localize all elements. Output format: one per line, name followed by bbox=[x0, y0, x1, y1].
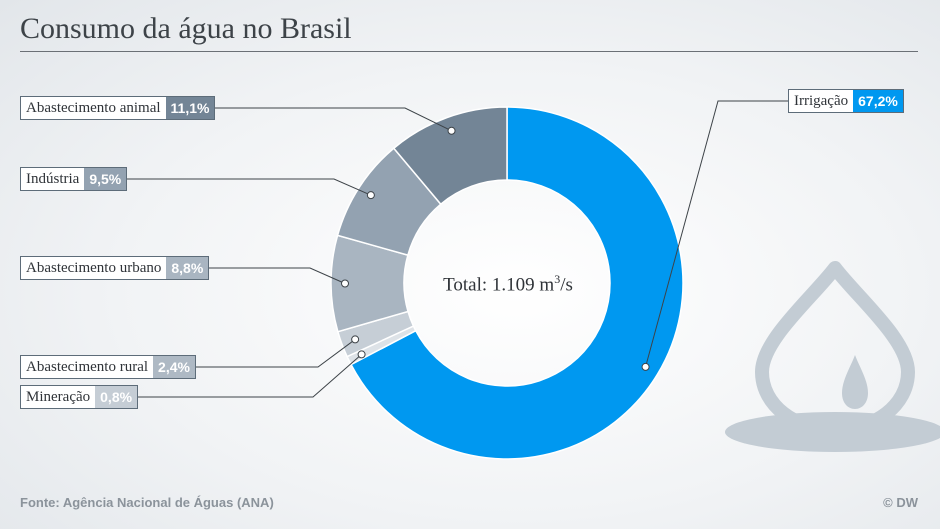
leader-dot-5 bbox=[447, 126, 456, 135]
credit-label: © DW bbox=[883, 495, 918, 510]
callout-label: Irrigação bbox=[794, 93, 849, 109]
callout-label: Abastecimento rural bbox=[26, 359, 149, 375]
leader-dot-2 bbox=[351, 335, 360, 344]
total-text: Total: 1.109 m bbox=[443, 274, 555, 296]
callout-label: Abastecimento urbano bbox=[26, 260, 162, 276]
leader-line-1 bbox=[138, 354, 362, 398]
callout-label: Indústria bbox=[26, 171, 80, 187]
callout-3: Abastecimento urbano 8,8% bbox=[20, 256, 210, 280]
title-divider bbox=[20, 51, 918, 52]
slice-5 bbox=[392, 106, 508, 206]
leader-dot-3 bbox=[341, 279, 350, 288]
callout-label: Mineração bbox=[26, 389, 91, 405]
callout-value: 67,2% bbox=[853, 90, 903, 112]
callout-label: Abastecimento animal bbox=[26, 100, 161, 116]
callout-1: Mineração 0,8% bbox=[20, 385, 139, 409]
callout-value: 0,8% bbox=[95, 386, 138, 408]
leader-line-0 bbox=[645, 100, 788, 368]
leader-line-5 bbox=[215, 107, 452, 132]
chart-title: Consumo da água no Brasil bbox=[20, 12, 352, 45]
leader-line-2 bbox=[196, 339, 356, 368]
leader-line-3 bbox=[209, 267, 346, 284]
callout-2: Abastecimento rural 2,4% bbox=[20, 355, 196, 379]
callout-value: 8,8% bbox=[166, 257, 209, 279]
callout-0: Irrigação 67,2% bbox=[788, 89, 904, 113]
source-note: Fonte: Agência Nacional de Águas (ANA) bbox=[20, 495, 274, 510]
slice-0 bbox=[350, 106, 684, 460]
total-label: Total: 1.109 m3/s bbox=[420, 272, 596, 296]
leader-dot-1 bbox=[357, 350, 366, 359]
total-exponent: 3 bbox=[554, 272, 561, 286]
leader-dot-4 bbox=[366, 191, 375, 200]
callout-5: Abastecimento animal 11,1% bbox=[20, 96, 216, 120]
water-drop-icon bbox=[725, 261, 940, 452]
leader-line-4 bbox=[127, 178, 372, 196]
callout-value: 2,4% bbox=[153, 356, 195, 378]
callout-4: Indústria 9,5% bbox=[20, 167, 128, 191]
callout-value: 9,5% bbox=[84, 168, 127, 190]
total-unit: /s bbox=[560, 274, 573, 296]
leader-dot-0 bbox=[641, 362, 650, 371]
callout-value: 11,1% bbox=[165, 97, 215, 119]
